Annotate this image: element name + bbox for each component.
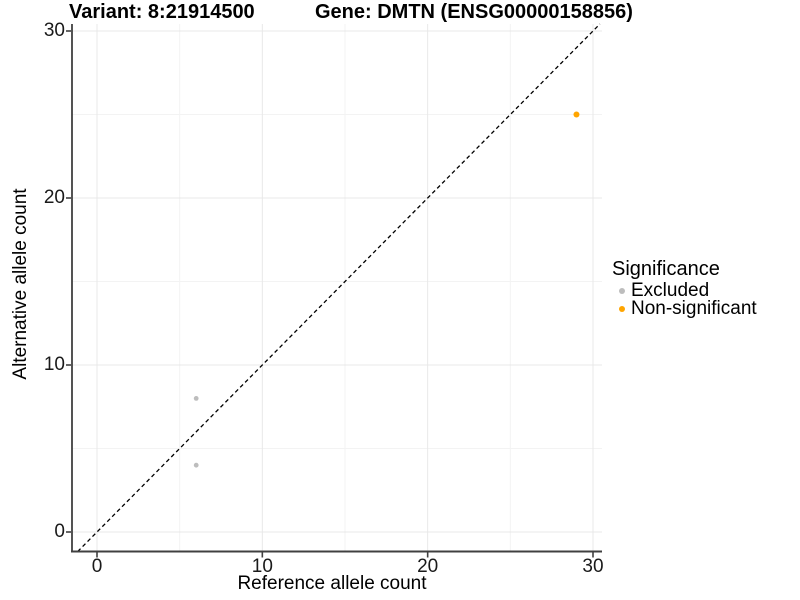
legend-item-label: Non-significant	[631, 298, 757, 319]
legend-item-non-significant: Non-significant	[612, 298, 757, 319]
gene-title: Gene: DMTN (ENSG00000158856)	[315, 1, 633, 23]
legend-title: Significance	[612, 258, 720, 280]
y-tick-label: 0	[54, 521, 65, 542]
legend-items: Excluded Non-significant	[612, 280, 757, 319]
y-axis-title: Alternative allele count	[10, 188, 31, 380]
y-tick-label: 20	[43, 187, 65, 208]
legend: Significance Excluded Non-significant	[612, 257, 757, 318]
y-tick-label: 30	[43, 20, 65, 41]
legend-dot-icon	[619, 306, 625, 312]
variant-title: Variant: 8:21914500	[69, 1, 255, 23]
x-axis-title: Reference allele count	[237, 573, 427, 594]
legend-item-excluded: Excluded	[612, 280, 757, 301]
y-tick-label: 10	[43, 354, 65, 375]
legend-item-label: Excluded	[631, 280, 710, 301]
data-point-excluded	[193, 396, 199, 401]
data-point-non-significant	[573, 111, 580, 118]
x-tick-label: 10	[251, 556, 273, 577]
x-tick-label: 0	[91, 556, 103, 577]
identity-line	[77, 23, 601, 552]
x-tick-label: 30	[582, 556, 604, 577]
legend-dot-icon	[619, 288, 625, 294]
x-tick-label: 20	[417, 556, 439, 577]
data-point-excluded	[193, 462, 199, 468]
